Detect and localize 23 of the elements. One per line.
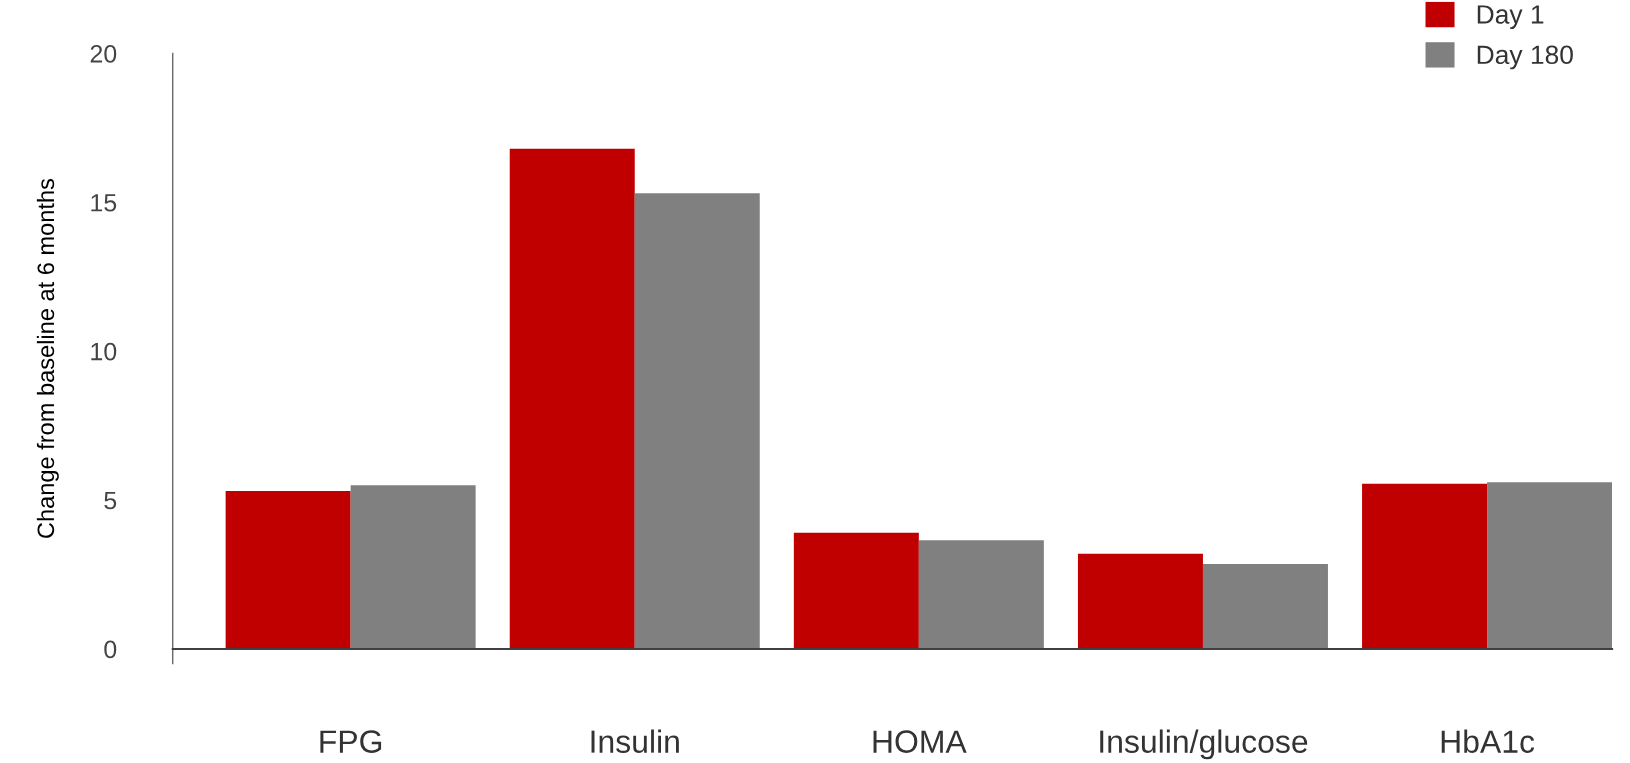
y-tick-label: 10 (91, 342, 117, 361)
y-tick-label: 20 (90, 45, 117, 63)
y-tick-label: 15 (91, 194, 117, 212)
y-axis-title: Change from baseline at 6 months (36, 178, 59, 538)
bar (509, 148, 635, 649)
bar (1202, 564, 1328, 649)
x-tick-label: HOMA (873, 730, 967, 753)
bar (634, 193, 760, 649)
bar (918, 540, 1044, 649)
x-tick-label: Insulin (591, 729, 679, 753)
y-tick-label: 0 (104, 640, 117, 659)
bar (1077, 553, 1203, 649)
bar (1487, 482, 1613, 649)
legend-label: Day 180 (1477, 45, 1573, 70)
legend-label: Day 1 (1477, 5, 1544, 30)
bar (350, 485, 476, 649)
bar (225, 491, 351, 649)
x-tick-label: Insulin/glucose (1100, 729, 1308, 760)
bar (793, 532, 919, 649)
bar (1362, 483, 1488, 649)
y-tick-label: 5 (104, 491, 117, 510)
x-tick-label: HbA1c (1441, 729, 1535, 753)
x-tick-label: FPG (320, 730, 382, 753)
